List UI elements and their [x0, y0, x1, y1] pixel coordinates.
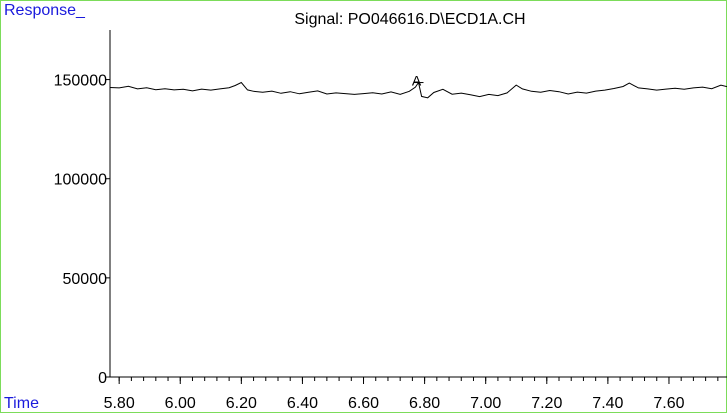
x-axis-ticks: 5.80 6.00 6.20 6.40 6.60 6.80 7.00 7.20 7.40 7.60	[104, 377, 719, 412]
peak-marker-label: A	[412, 73, 422, 89]
x-tick-label: 7.00	[470, 395, 501, 412]
x-tick-label: 5.80	[104, 395, 135, 412]
x-tick-label: 7.20	[531, 395, 562, 412]
x-tick-label: 6.00	[165, 395, 196, 412]
y-tick-label: 150000	[54, 73, 107, 90]
x-tick-label: 6.60	[348, 395, 379, 412]
chart-title: Signal: PO046616.D\ECD1A.CH	[294, 11, 525, 28]
x-tick-label: 6.20	[226, 395, 257, 412]
x-tick-label: 6.80	[409, 395, 440, 412]
y-tick-label: 100000	[54, 172, 107, 189]
x-tick-label: 7.60	[653, 395, 684, 412]
x-axis-label: Time	[4, 395, 39, 412]
peak-annotations: A	[412, 73, 424, 89]
y-axis-ticks: 0 50000 100000 150000	[54, 73, 110, 387]
x-tick-label: 6.40	[287, 395, 318, 412]
x-tick-label: 7.40	[592, 395, 623, 412]
y-tick-label: 50000	[63, 271, 108, 288]
y-tick-label: 0	[98, 370, 107, 387]
y-axis-label: Response_	[4, 2, 86, 19]
